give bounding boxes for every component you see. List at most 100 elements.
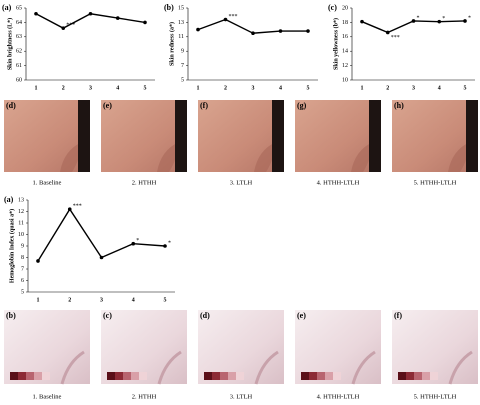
point (67, 207, 72, 211)
x-tick-label: 2 (386, 85, 389, 91)
color-scale (107, 372, 115, 380)
panel-label: (e) (297, 311, 306, 320)
y-tick-label: 6 (21, 278, 24, 284)
color-scale (228, 372, 236, 380)
y-tick-label: 62 (16, 49, 22, 55)
y-tick-label: 65 (16, 5, 22, 11)
nose-shadow (351, 142, 373, 172)
caption: 1. Baseline (33, 179, 62, 186)
x-tick-label: 3 (252, 85, 255, 91)
panel-label: (g) (297, 101, 307, 110)
point (88, 11, 93, 16)
point (143, 20, 147, 25)
y-axis-label: Skin yellowness (b*) (332, 18, 339, 70)
x-tick-label: 1 (35, 85, 38, 91)
point (61, 26, 66, 30)
color-scale (333, 372, 341, 380)
background (78, 100, 90, 172)
y-tick-label: 5 (181, 77, 184, 83)
color-scale (220, 372, 228, 380)
point (385, 30, 390, 35)
panel-label: (d) (6, 101, 16, 110)
color-scale (42, 372, 50, 380)
y-tick-label: 11 (18, 220, 24, 226)
point (411, 19, 416, 23)
y-tick-label: 12 (342, 63, 348, 69)
photo (392, 310, 478, 384)
color-scale (301, 372, 309, 380)
significance-label: * (417, 15, 420, 21)
x-tick-label: 5 (307, 85, 310, 91)
point (115, 16, 120, 20)
nose-shadow (60, 142, 82, 172)
background (272, 100, 284, 172)
y-tick-label: 60 (16, 77, 22, 83)
x-tick-label: 4 (116, 85, 119, 91)
nose-shadow (254, 142, 276, 172)
x-tick-label: 5 (144, 85, 147, 91)
color-scale (139, 372, 147, 380)
y-tick-label: 9 (181, 49, 184, 55)
x-tick-label: 3 (412, 85, 415, 91)
background (466, 100, 478, 172)
y-tick-label: 13 (178, 20, 184, 26)
x-tick-label: 5 (164, 297, 167, 303)
photo (101, 310, 187, 384)
y-axis-label: Skin redness (a*) (168, 22, 175, 66)
point (306, 29, 310, 33)
color-scale (414, 372, 422, 380)
color-scale (115, 372, 123, 380)
x-tick-label: 3 (89, 85, 92, 91)
caption: 5. HTHH-LTLH (414, 179, 457, 186)
y-tick-label: 9 (21, 243, 24, 249)
y-tick-label: 13 (18, 197, 24, 203)
panel-label: (f) (200, 101, 208, 110)
panel-label: (e) (103, 101, 112, 110)
caption: 4. HTHH-LTLH (317, 393, 360, 400)
caption: 2. HTHH (132, 393, 157, 400)
panel-label: (f) (394, 311, 402, 320)
nose-shadow (351, 350, 376, 385)
point (163, 244, 167, 248)
significance-label: *** (229, 14, 238, 20)
y-tick-label: 10 (18, 232, 24, 238)
caption: 3. LTLH (230, 179, 253, 186)
x-tick-label: 4 (438, 85, 441, 91)
y-tick-label: 64 (16, 20, 22, 26)
line (35, 13, 146, 29)
panel-label: (a) (4, 195, 14, 204)
point (34, 11, 38, 16)
nose-shadow (254, 350, 279, 385)
y-tick-label: 14 (342, 49, 348, 55)
color-scale (131, 372, 139, 380)
line (197, 18, 308, 34)
point (196, 27, 200, 32)
panel-label: (c) (328, 3, 337, 12)
caption: 3. LTLH (230, 393, 253, 400)
color-scale (430, 372, 438, 380)
color-scale (422, 372, 430, 380)
point (463, 19, 467, 23)
color-scale (398, 372, 406, 380)
nose-shadow (157, 350, 182, 385)
panel-label: (d) (200, 311, 210, 320)
y-tick-label: 5 (21, 289, 24, 295)
point (360, 19, 364, 24)
nose-shadow (448, 350, 473, 385)
color-scale (123, 372, 131, 380)
x-tick-label: 2 (62, 85, 65, 91)
photo (4, 310, 90, 384)
significance-label: * (136, 238, 139, 244)
y-tick-label: 16 (342, 34, 348, 40)
color-scale (325, 372, 333, 380)
caption: 2. HTHH (132, 179, 157, 186)
color-scale (26, 372, 34, 380)
panel-label: (c) (103, 311, 112, 320)
color-scale (317, 372, 325, 380)
nose-shadow (448, 142, 470, 172)
x-tick-label: 1 (197, 85, 200, 91)
y-tick-label: 18 (342, 20, 348, 26)
photo (198, 310, 284, 384)
point (99, 255, 104, 260)
